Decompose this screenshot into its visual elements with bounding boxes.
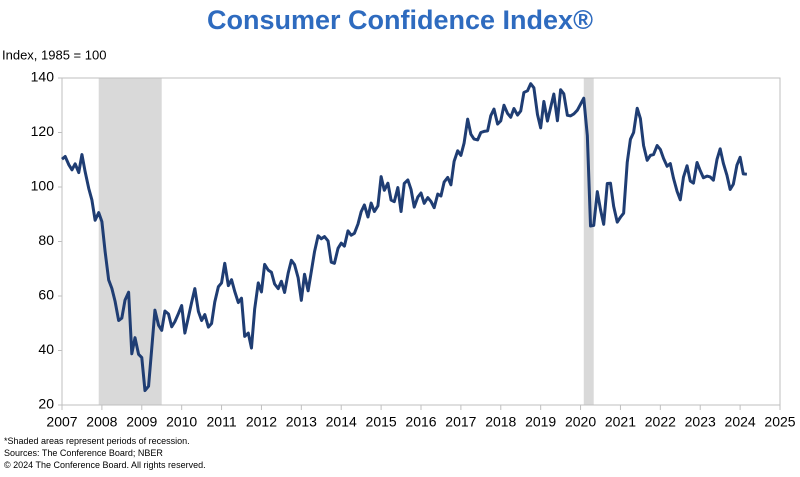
x-tick-label: 2016: [405, 414, 436, 430]
x-tick-label: 2022: [645, 414, 676, 430]
footnote: © 2024 The Conference Board. All rights …: [4, 460, 206, 470]
footnote: Sources: The Conference Board; NBER: [4, 448, 163, 458]
x-tick-label: 2013: [286, 414, 317, 430]
x-tick-label: 2024: [725, 414, 756, 430]
series-line: [61, 82, 748, 393]
x-tick-label: 2020: [565, 414, 596, 430]
y-tick-label: 80: [38, 232, 54, 248]
footnote: *Shaded areas represent periods of reces…: [4, 436, 190, 446]
y-tick-label: 40: [38, 341, 54, 357]
plot-frame: [61, 77, 781, 406]
x-tick-label: 2007: [46, 414, 77, 430]
y-tick-label: 120: [31, 123, 55, 139]
y-tick-label: 60: [38, 287, 54, 303]
recession-band: [583, 78, 594, 405]
y-tick-label: 100: [31, 178, 55, 194]
x-tick-label: 2025: [764, 414, 795, 430]
x-tick-label: 2011: [207, 414, 237, 430]
x-tick-label: 2017: [445, 414, 476, 430]
x-tick-label: 2015: [366, 414, 397, 430]
y-tick-label: 20: [38, 396, 54, 412]
x-tick-label: 2023: [685, 414, 716, 430]
x-tick-label: 2019: [525, 414, 556, 430]
x-tick-label: 2018: [485, 414, 516, 430]
x-tick-label: 2010: [166, 414, 197, 430]
x-tick-label: 2008: [86, 414, 117, 430]
x-tick-label: 2009: [126, 414, 157, 430]
chart-title: Consumer Confidence Index®: [207, 5, 593, 35]
x-tick-label: 2014: [326, 414, 357, 430]
y-tick-label: 140: [31, 69, 55, 85]
x-tick-label: 2021: [605, 414, 636, 430]
x-tick-label: 2012: [246, 414, 277, 430]
y-axis-label: Index, 1985 = 100: [2, 47, 106, 62]
